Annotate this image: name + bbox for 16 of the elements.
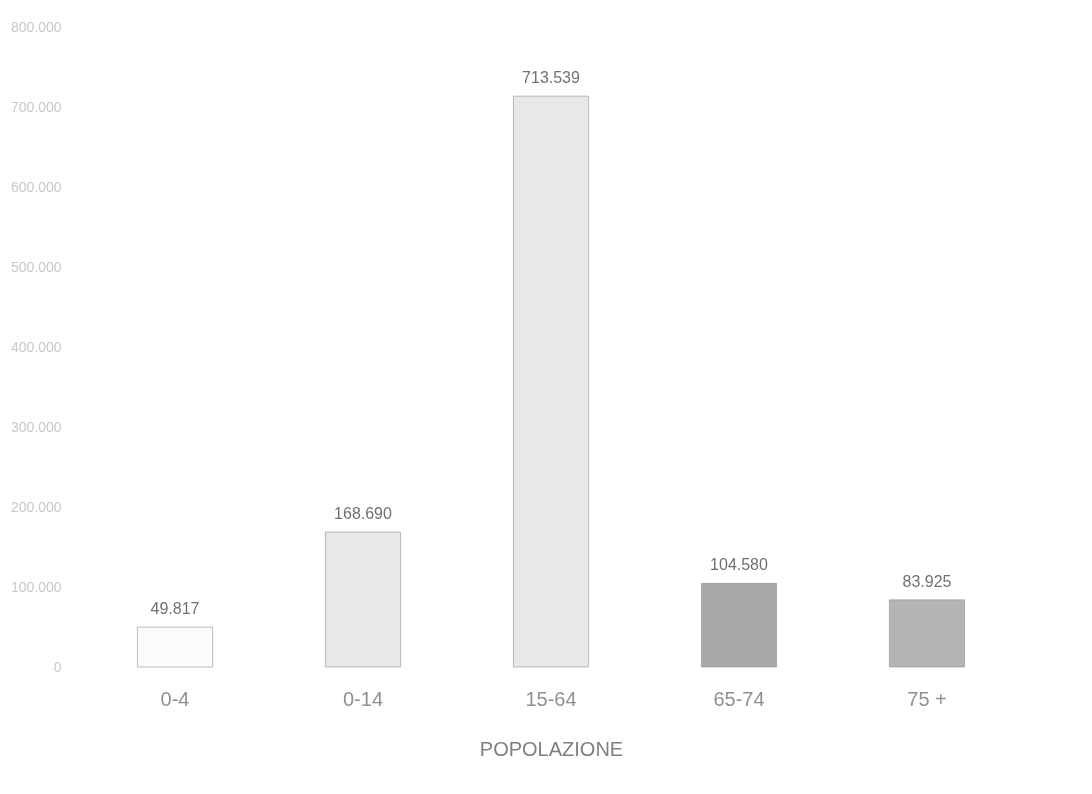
bar bbox=[325, 531, 401, 668]
x-tick-label: 0-14 bbox=[342, 687, 384, 710]
data-label: 83.925 bbox=[902, 572, 952, 590]
data-label: 104.580 bbox=[710, 556, 769, 574]
bar bbox=[701, 583, 777, 668]
data-label: 168.690 bbox=[334, 505, 393, 523]
x-axis-title: POPOLAZIONE bbox=[479, 737, 624, 760]
bar bbox=[513, 95, 589, 668]
x-tick-label: 0-4 bbox=[160, 687, 190, 710]
bar bbox=[137, 626, 213, 668]
x-tick-label: 75 + bbox=[907, 687, 947, 710]
data-label: 713.539 bbox=[522, 69, 581, 87]
x-tick-label: 65-74 bbox=[713, 687, 765, 710]
bar bbox=[889, 599, 965, 668]
x-tick-label: 15-64 bbox=[525, 687, 577, 710]
data-label: 49.817 bbox=[150, 600, 200, 618]
